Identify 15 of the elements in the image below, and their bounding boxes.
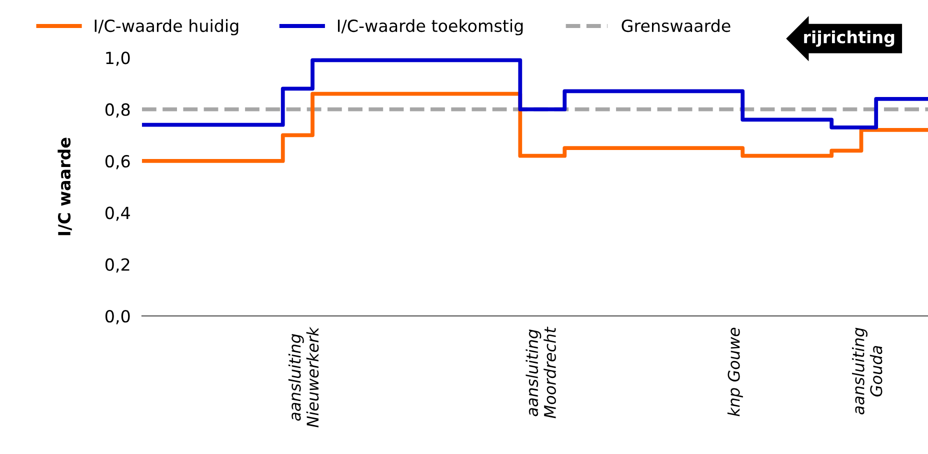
x-tick-label: aansluiting Gouda bbox=[852, 328, 882, 414]
x-tick-label: knp Gouwe bbox=[727, 328, 743, 416]
y-tick-label: 0,8 bbox=[105, 103, 130, 118]
y-tick-label: 0,6 bbox=[105, 154, 130, 170]
x-tick-label: aansluiting Moordrecht bbox=[526, 326, 556, 418]
legend-label: I/C-waarde toekomstig bbox=[338, 19, 523, 36]
x-tick-label: aansluiting Nieuwerkerk bbox=[288, 326, 319, 428]
y-axis-title: I/C waarde bbox=[58, 138, 72, 236]
legend-label: Grenswaarde bbox=[622, 19, 730, 32]
y-tick-label: 0,2 bbox=[105, 258, 130, 273]
y-tick-label: 1,0 bbox=[106, 52, 130, 66]
y-tick-label: 0,0 bbox=[105, 310, 130, 324]
legend-label: I/C-waarde huidig bbox=[94, 19, 238, 36]
y-tick-label: 0,4 bbox=[105, 206, 130, 221]
text: rijrichting bbox=[804, 30, 894, 47]
